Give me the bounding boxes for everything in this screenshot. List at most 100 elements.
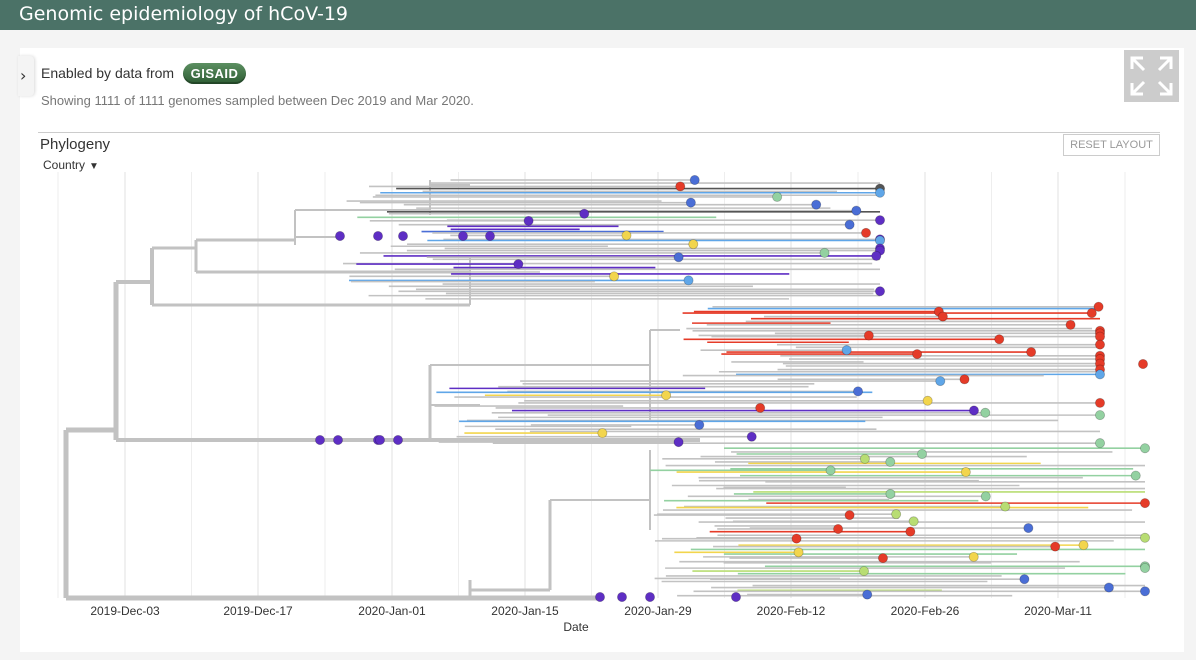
tip: [314, 434, 325, 445]
tree-branches: [63, 179, 1145, 601]
tip: [793, 547, 804, 558]
tip: [862, 589, 873, 600]
tip: [1140, 498, 1151, 509]
expand-icon: [1130, 56, 1173, 96]
tip: [1095, 410, 1106, 421]
tip: [579, 208, 590, 219]
tip: [922, 395, 933, 406]
tip: [1000, 501, 1011, 512]
tip: [968, 551, 979, 562]
tip: [688, 239, 699, 250]
x-tick-label: 2020-Mar-11: [1024, 604, 1092, 618]
tip: [875, 286, 886, 297]
x-tick-label: 2020-Jan-01: [358, 604, 426, 618]
tip: [937, 311, 948, 322]
tip: [935, 376, 946, 387]
genome-count-text: Showing 1111 of 1111 genomes sampled bet…: [41, 93, 474, 108]
tip: [1026, 347, 1037, 358]
color-by-label: Country: [43, 158, 86, 172]
tip: [694, 419, 705, 430]
tip: [859, 453, 870, 464]
tip: [374, 434, 385, 445]
tip: [1093, 301, 1104, 312]
tip: [683, 275, 694, 286]
main-panel: [20, 48, 1184, 652]
tip: [689, 175, 700, 186]
tip: [994, 334, 1005, 345]
tree-tips[interactable]: [314, 175, 1151, 603]
tip: [1140, 563, 1151, 574]
tip: [875, 215, 886, 226]
tip: [1140, 443, 1151, 454]
tip: [484, 230, 495, 241]
tip: [731, 592, 742, 603]
data-source-text: Enabled by data from: [41, 65, 175, 81]
tip: [617, 592, 628, 603]
tip: [661, 390, 672, 401]
tip: [980, 491, 991, 502]
tip: [1138, 358, 1149, 369]
tip: [851, 205, 862, 216]
reset-layout-button[interactable]: RESET LAYOUT: [1063, 134, 1160, 156]
tip: [1078, 540, 1089, 551]
x-tick-label: 2020-Feb-12: [757, 604, 826, 618]
tip: [791, 533, 802, 544]
tip: [1095, 397, 1106, 408]
page-title: Genomic epidemiology of hCoV-19: [19, 3, 348, 25]
tip: [645, 592, 656, 603]
tip: [877, 553, 888, 564]
tip: [1095, 339, 1106, 350]
tip: [621, 230, 632, 241]
tip: [673, 252, 684, 263]
tip: [863, 330, 874, 341]
tip: [334, 230, 345, 241]
date-axis: 2019-Dec-03 2019-Dec-17 2020-Jan-01 2020-Ja…: [90, 604, 1092, 634]
x-tick-label: 2020-Jan-15: [491, 604, 559, 618]
tip: [1095, 438, 1106, 449]
gisaid-logo[interactable]: GISAID: [183, 63, 246, 84]
x-tick-label: 2020-Jan-29: [624, 604, 692, 618]
tip: [609, 271, 620, 282]
tip: [905, 526, 916, 537]
tip: [885, 456, 896, 467]
tip: [673, 437, 684, 448]
tip: [772, 191, 783, 202]
tip: [968, 405, 979, 416]
tip: [811, 199, 822, 210]
tip: [1050, 541, 1061, 552]
tip: [1103, 582, 1114, 593]
tip: [844, 510, 855, 521]
fullscreen-button[interactable]: [1124, 50, 1179, 102]
tip: [861, 227, 872, 238]
tip: [819, 247, 830, 258]
tip: [833, 523, 844, 534]
tip: [513, 259, 524, 270]
panel-divider: [38, 132, 1160, 133]
tip: [595, 592, 606, 603]
phylogeny-title: Phylogeny: [40, 136, 111, 153]
tip: [960, 467, 971, 478]
chevron-right-icon: ›: [20, 66, 27, 85]
tip: [825, 465, 836, 476]
x-tick-label: 2020-Feb-26: [891, 604, 960, 618]
tip: [875, 187, 886, 198]
tip: [891, 509, 902, 520]
tip: [980, 407, 991, 418]
tip: [885, 488, 896, 499]
tip: [1086, 308, 1097, 319]
sidebar-toggle-button[interactable]: ›: [18, 56, 34, 96]
x-axis-label: Date: [563, 620, 589, 634]
tip: [1065, 319, 1076, 330]
color-by-dropdown[interactable]: Country ▼: [43, 158, 99, 172]
tip: [1023, 523, 1034, 534]
tip: [908, 516, 919, 527]
tip: [917, 448, 928, 459]
tip: [1140, 586, 1151, 597]
tip: [959, 374, 970, 385]
tip: [675, 181, 686, 192]
tip: [841, 345, 852, 356]
tip: [523, 215, 534, 226]
tip: [372, 230, 383, 241]
tip: [1130, 470, 1141, 481]
